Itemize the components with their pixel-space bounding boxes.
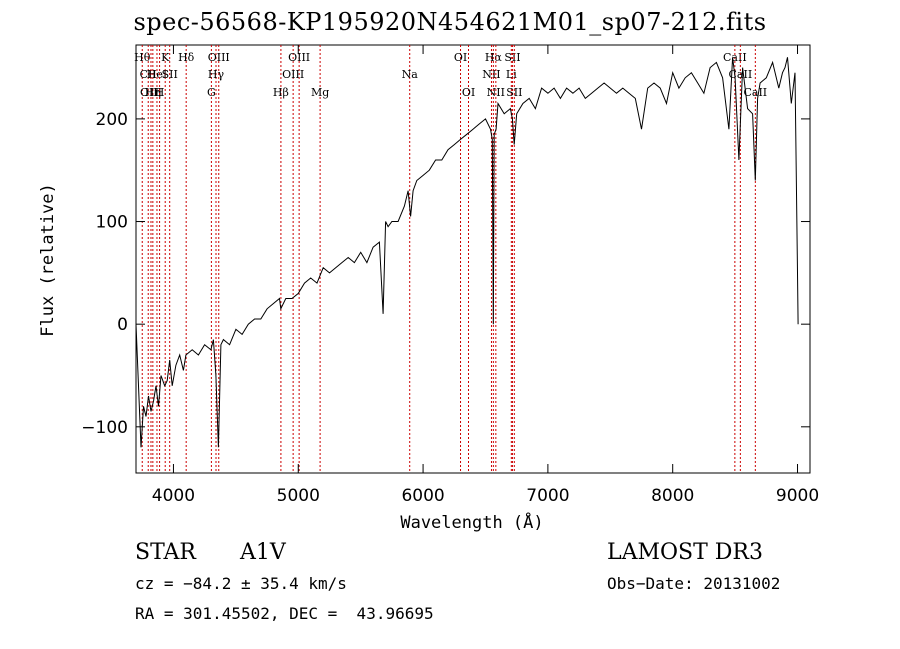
line-marker-label: SII (504, 51, 520, 64)
x-tick-label: 6000 (401, 486, 444, 506)
redshift-text: cz = −84.2 ± 35.4 km/s (135, 574, 347, 593)
line-marker-label: OIII (208, 51, 230, 64)
line-marker-label: K (161, 51, 170, 64)
line-marker-label: NII (487, 86, 505, 99)
line-marker-label: H (155, 86, 165, 99)
line-marker-label: HeI (147, 68, 167, 81)
x-tick-label: 5000 (277, 486, 320, 506)
y-axis-label: Flux (relative) (38, 183, 58, 337)
survey-label: LAMOST DR3 (607, 540, 763, 565)
y-tick-label: 0 (117, 315, 128, 335)
x-tick-label: 9000 (776, 486, 819, 506)
line-marker-label: Hδ (178, 51, 195, 64)
line-marker-label: Na (402, 68, 419, 81)
obs-date-text: Obs−Date: 20131002 (607, 574, 781, 593)
x-tick-label: 4000 (152, 486, 195, 506)
line-marker-label: Hβ (273, 86, 289, 99)
line-marker-label: Li (506, 68, 517, 81)
line-marker-label: OI (462, 86, 475, 99)
line-marker-label: OIII (288, 51, 310, 64)
axis-ticks: 4000 5000 6000 7000 8000 9000 −100 0 100 200 (81, 45, 819, 506)
y-tick-label: 100 (96, 213, 128, 233)
x-axis-label: Wavelength (Å) (400, 511, 543, 533)
line-marker-label: Hα (485, 51, 503, 64)
chart-title: spec-56568-KP195920N454621M01_sp07-212.f… (133, 8, 767, 36)
x-tick-label: 8000 (651, 486, 694, 506)
line-marker-label: NII (482, 68, 500, 81)
line-marker-label: OIII (282, 68, 304, 81)
line-marker-label: SII (162, 68, 178, 81)
class-label: STAR (135, 540, 196, 565)
line-marker-label: CaII (723, 51, 747, 64)
line-marker-label: G (207, 86, 216, 99)
line-markers: HθCIIOIIIHηHeIHKSIIHδGHγOIIIHβOIIIOIIIMg… (134, 45, 767, 473)
line-marker-label: Hθ (134, 51, 151, 64)
line-marker-label: Mg (311, 86, 329, 99)
line-marker-label: OI (454, 51, 467, 64)
subclass-label: A1V (240, 540, 286, 565)
spectrum-series-line (135, 57, 799, 448)
y-tick-label: 200 (96, 110, 128, 130)
coordinates-text: RA = 301.45502, DEC = 43.96695 (135, 604, 434, 623)
line-marker-label: SII (506, 86, 522, 99)
y-tick-label: −100 (81, 418, 128, 438)
plot-frame (135, 44, 811, 474)
line-marker-label: Hγ (208, 68, 225, 81)
line-marker-label: CaII (743, 86, 767, 99)
x-tick-label: 7000 (526, 486, 569, 506)
